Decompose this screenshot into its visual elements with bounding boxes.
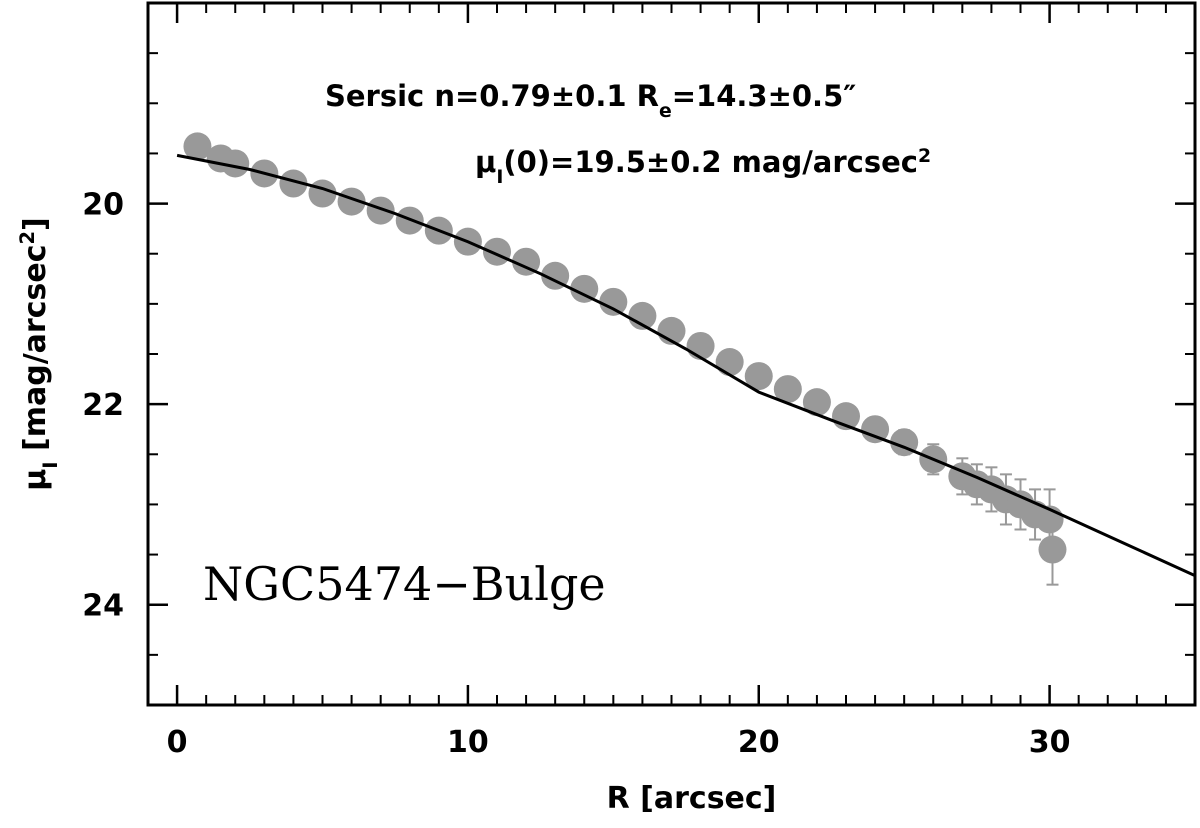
data-point	[744, 362, 773, 391]
y-tick-label: 24	[82, 589, 124, 624]
data-point	[308, 179, 337, 208]
data-point	[861, 415, 890, 444]
x-tick-label: 30	[1029, 725, 1071, 760]
annotation: Sersic n=0.79±0.1 Re=14.3±0.5″	[325, 79, 856, 122]
y-axis-label-part: I	[39, 461, 62, 468]
data-point	[715, 348, 744, 377]
x-axis-label: R [arcsec]	[607, 781, 777, 816]
annotation-part: =14.3±0.5″	[672, 79, 857, 113]
data-point	[183, 132, 212, 161]
x-tick-label: 0	[167, 725, 188, 760]
object-label: NGC5474−Bulge	[203, 557, 606, 611]
annotation-part: I	[496, 167, 503, 188]
annotation: μI(0)=19.5±0.2 mag/arcsec2	[475, 145, 931, 188]
data-point	[628, 301, 657, 330]
y-axis-label: μI [mag/arcsec2]	[16, 217, 62, 491]
data-point	[599, 287, 628, 316]
annotation-part: (0)=19.5±0.2 mag/arcsec	[503, 145, 918, 179]
y-axis-label-part: 2	[16, 231, 39, 245]
y-tick-label: 22	[82, 388, 124, 423]
annotation-part: μ	[475, 145, 496, 179]
y-axis-label-part: μ	[18, 469, 53, 491]
data-point	[279, 169, 308, 198]
annotation-part: e	[659, 101, 672, 122]
annotation-part: Sersic n=0.79±0.1 R	[325, 79, 659, 113]
data-point	[1038, 535, 1067, 564]
data-point	[802, 388, 831, 417]
annotation-part: 2	[918, 146, 931, 167]
y-tick-label: 20	[82, 188, 124, 223]
data-point	[221, 149, 250, 178]
data-point	[686, 331, 715, 360]
x-tick-label: 10	[447, 725, 489, 760]
data-point	[570, 274, 599, 303]
y-axis-label-part: ]	[18, 217, 53, 231]
y-axis-label-part: [mag/arcsec	[18, 245, 53, 462]
data-point	[366, 196, 395, 225]
fit-line	[176, 153, 1195, 577]
x-axis-label-part: R [arcsec]	[607, 781, 777, 816]
data-point	[512, 247, 541, 276]
x-tick-label: 20	[738, 725, 780, 760]
data-point	[773, 375, 802, 404]
